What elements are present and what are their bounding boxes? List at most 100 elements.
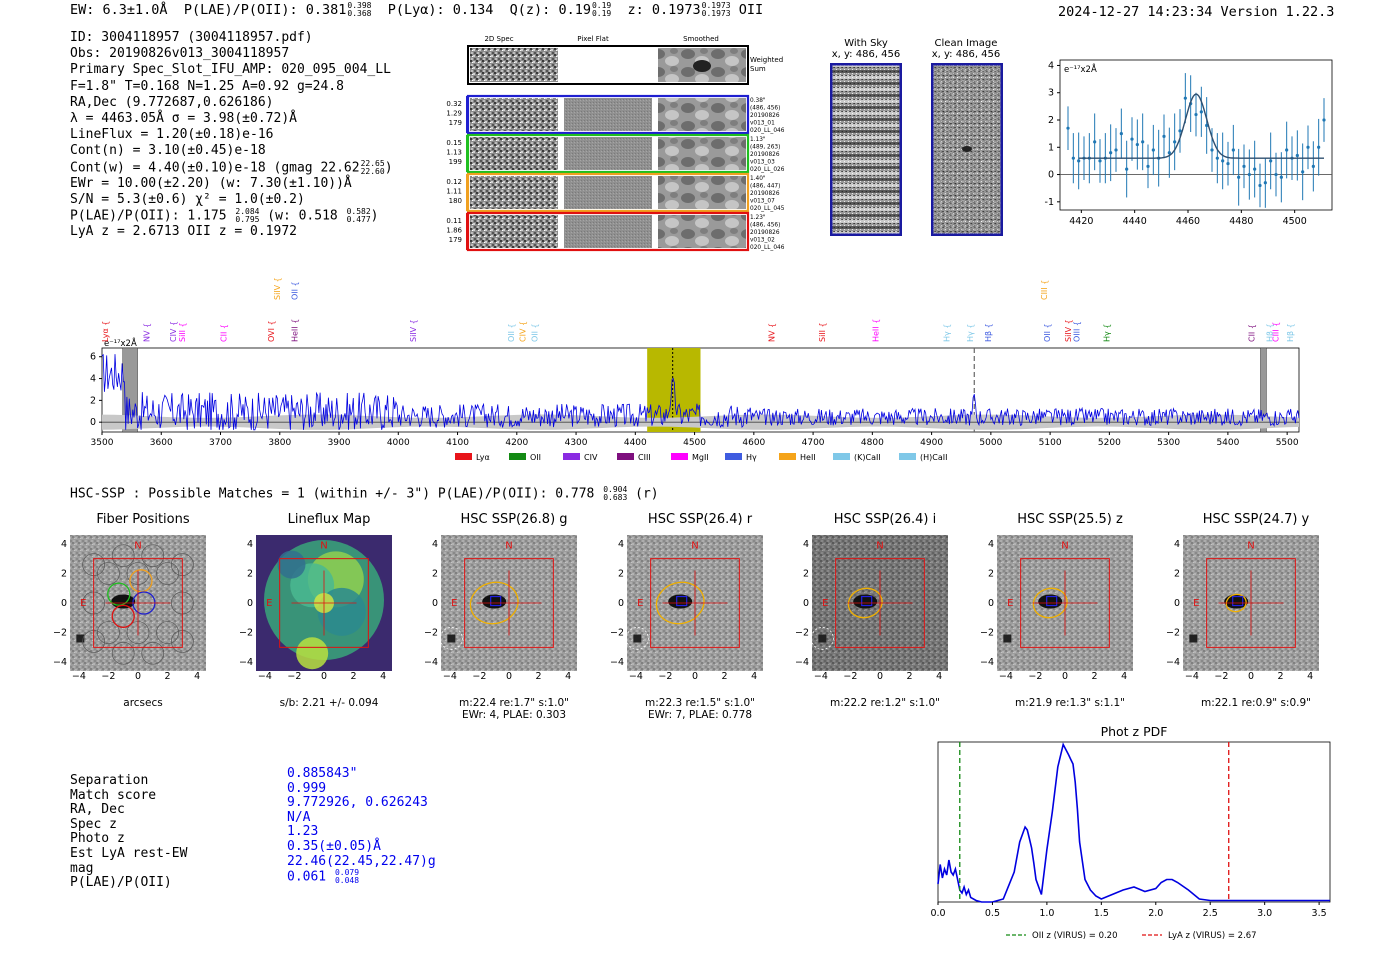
cutout-ytick: 2 bbox=[803, 568, 809, 579]
legend-swatch bbox=[617, 453, 634, 460]
cutout-caption-line2: EWr: 7, PLAE: 0.778 bbox=[647, 709, 753, 721]
cutout-xtick: −2 bbox=[287, 671, 301, 682]
fiber-2d-spec bbox=[470, 137, 558, 170]
cutout-panel: N E −4 −4 −2 −2 0 0 2 2 4 4 bbox=[981, 535, 1133, 682]
with-sky-label: With Sky bbox=[844, 38, 888, 49]
fiber-note: 1.23" bbox=[750, 215, 766, 221]
spectrum-xtick-label: 3500 bbox=[91, 438, 114, 448]
match-box bbox=[490, 595, 502, 607]
cutout-caption-line1: m:21.9 re:1.3" s:1.1" bbox=[1015, 697, 1125, 709]
cutout-xtick: 4 bbox=[565, 671, 571, 682]
cutout-xtick: 2 bbox=[165, 671, 171, 682]
legend-label: CIII bbox=[638, 453, 651, 462]
with-sky-coords: x, y: 486, 456 bbox=[831, 49, 901, 60]
north-label: N bbox=[134, 540, 141, 551]
spectrum-xtick-label: 5200 bbox=[1098, 438, 1121, 448]
cutout-xtick: −4 bbox=[999, 671, 1013, 682]
spectrum-xtick-label: 4800 bbox=[861, 438, 884, 448]
zoom-point bbox=[1242, 164, 1246, 168]
photz-legend-label: OII z (VIRUS) = 0.20 bbox=[1032, 931, 1118, 941]
fiber-stat: 180 bbox=[449, 197, 462, 205]
fiber-2d-spec bbox=[470, 98, 558, 131]
legend-swatch bbox=[899, 453, 916, 460]
aperture-ellipse bbox=[1032, 587, 1068, 619]
east-label: E bbox=[637, 598, 643, 609]
z-line: OII bbox=[738, 2, 764, 18]
cutout-ytick: −4 bbox=[425, 657, 438, 668]
cutout-caption: m:22.3 re:1.5" s:1.0" EWr: 7, PLAE: 0.778 bbox=[625, 697, 775, 721]
fiber-note: 0.38" bbox=[750, 98, 766, 104]
cutout-ytick: 4 bbox=[432, 539, 438, 550]
zoom-point bbox=[1205, 123, 1209, 128]
fiber-color-bar bbox=[466, 174, 469, 211]
cutout-ytick: 0 bbox=[803, 598, 809, 609]
east-label: E bbox=[266, 598, 272, 609]
neighbor-source bbox=[1189, 634, 1198, 643]
fiber-stat: 1.13 bbox=[446, 149, 462, 157]
cutout-caption-line1: m:22.3 re:1.5" s:1.0" bbox=[645, 697, 755, 709]
neighbor-circle bbox=[810, 627, 834, 650]
match-label: RA, Dec bbox=[70, 802, 125, 818]
match-label: Separation bbox=[70, 773, 149, 788]
zoom-point bbox=[1231, 148, 1235, 152]
fiber-stat: 179 bbox=[449, 236, 462, 244]
zoom-ytick-label: -1 bbox=[1045, 197, 1054, 208]
cutout-ytick: −2 bbox=[54, 628, 67, 639]
zoom-xtick-label: 4420 bbox=[1069, 216, 1093, 227]
cutout-panel: N E −4 −4 −2 −2 0 0 2 2 4 4 bbox=[1167, 535, 1319, 682]
info-plae-hi: 2.084 bbox=[235, 207, 260, 217]
cutout-xtick: 2 bbox=[907, 671, 913, 682]
neighbor-circle bbox=[439, 627, 463, 650]
cutout-ytick: −2 bbox=[1167, 628, 1180, 639]
zoom-point bbox=[1301, 170, 1305, 174]
hsc-lo: 0.683 bbox=[603, 493, 628, 502]
cutout-panel: N E −4 −4 −2 −2 0 0 2 2 4 4 bbox=[240, 535, 392, 682]
cutout-ytick: −2 bbox=[240, 628, 253, 639]
emission-line-label: OIII { bbox=[1073, 321, 1082, 342]
emission-line-label: OII { bbox=[531, 323, 540, 342]
cutout-ytick: −2 bbox=[611, 628, 624, 639]
fiber-pixel-flat bbox=[564, 176, 652, 209]
fiber-2d-spec bbox=[470, 215, 558, 248]
fiber-smoothed bbox=[658, 137, 746, 170]
match-label: Spec z bbox=[70, 816, 117, 832]
fiber-note: 1.13" bbox=[750, 137, 766, 143]
emission-line-label: SiII { bbox=[178, 322, 187, 342]
cutout-caption: m:22.4 re:1.7" s:1.0" EWr: 4, PLAE: 0.303 bbox=[439, 697, 589, 721]
cutout-caption-line2: EWr: 4, PLAE: 0.303 bbox=[461, 709, 567, 721]
hsc-hi: 0.904 bbox=[603, 485, 628, 494]
zoom-point bbox=[1269, 159, 1273, 163]
legend-swatch bbox=[779, 453, 796, 460]
zoom-ylabel: e⁻¹⁷x2Å bbox=[1064, 63, 1097, 75]
cutout-xtick: 4 bbox=[1121, 671, 1127, 682]
north-label: N bbox=[1061, 540, 1068, 551]
search-box bbox=[1206, 558, 1296, 648]
cutout-xtick: 0 bbox=[1248, 671, 1254, 682]
fiber-2d-spec bbox=[470, 176, 558, 209]
qz-lo: 0.19 bbox=[591, 9, 612, 18]
zoom-point bbox=[1247, 172, 1251, 177]
zoom-point bbox=[1295, 153, 1299, 158]
photz-pdf-chart: Phot z PDF 0.0 0.5 1.0 1.5 2.0 2.5 3.0 3.5 OII z … bbox=[930, 724, 1331, 941]
legend-swatch bbox=[725, 453, 742, 460]
spectrum-xtick-label: 3600 bbox=[150, 438, 173, 448]
photz-curve bbox=[937, 742, 1330, 903]
qz-hi: 0.19 bbox=[591, 1, 612, 10]
legend-swatch bbox=[455, 453, 472, 460]
match-box bbox=[1232, 595, 1244, 607]
fiber-stat: 179 bbox=[449, 119, 462, 127]
zoom-point bbox=[1306, 145, 1310, 149]
cutout-xtick: 2 bbox=[536, 671, 542, 682]
north-label: N bbox=[320, 540, 327, 551]
fiber-note: (486, 456) bbox=[750, 106, 780, 112]
cutout-title: HSC SSP(24.7) y bbox=[1202, 512, 1310, 527]
source-galaxy bbox=[111, 594, 136, 609]
weighted-sum-blob bbox=[693, 60, 711, 72]
zoom-point bbox=[1141, 140, 1145, 144]
lineflux-blob bbox=[296, 637, 329, 670]
cutout-ytick: 0 bbox=[1174, 598, 1180, 609]
cutout-xtick: 0 bbox=[506, 671, 512, 682]
cutout-xtick: −2 bbox=[1028, 671, 1042, 682]
zoom-point bbox=[1253, 167, 1257, 171]
spectrum-xtick-label: 4900 bbox=[920, 438, 943, 448]
